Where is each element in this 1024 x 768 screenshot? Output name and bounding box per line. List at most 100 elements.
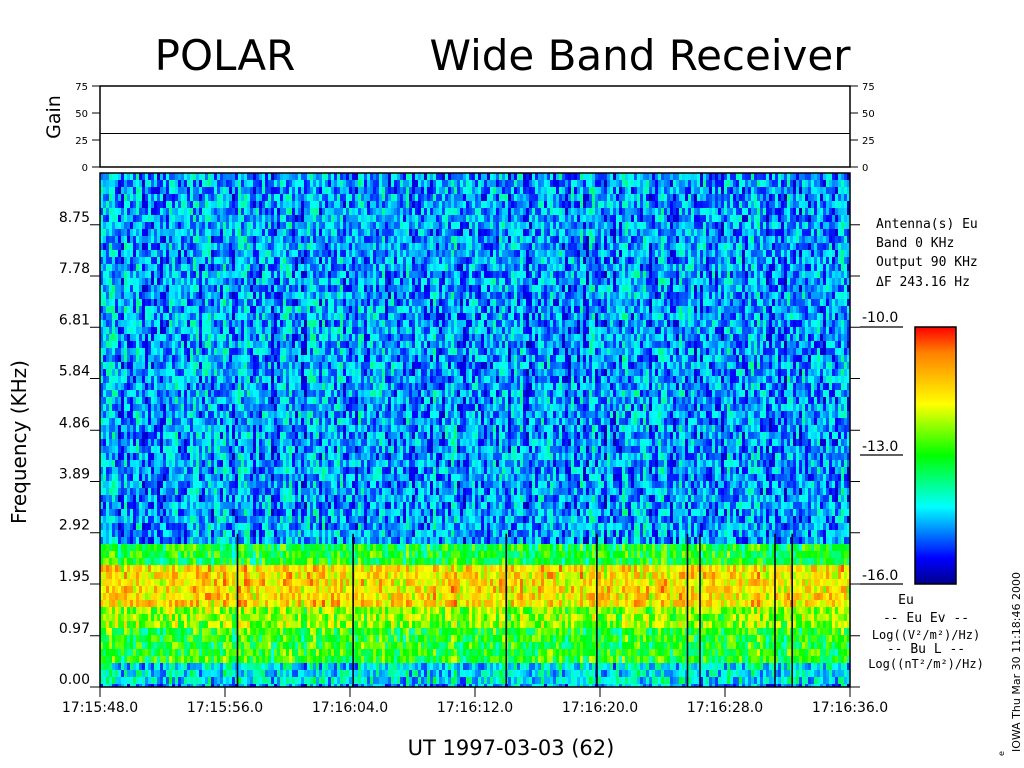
spectrogram-cell <box>292 551 296 559</box>
spectrogram-cell <box>106 264 110 272</box>
spectrogram-cell <box>274 208 278 216</box>
spectrogram-cell <box>187 572 191 580</box>
spectrogram-cell <box>139 236 143 244</box>
spectrogram-cell <box>115 551 119 559</box>
spectrogram-cell <box>124 446 128 454</box>
spectrogram-cell <box>235 481 239 489</box>
spectrogram-cell <box>151 397 155 405</box>
spectrogram-cell <box>256 411 260 419</box>
spectrogram-cell <box>133 250 137 258</box>
spectrogram-cell <box>160 194 164 202</box>
spectrogram-cell <box>277 173 281 181</box>
spectrogram-cell <box>145 579 149 587</box>
spectrogram-cell <box>169 509 173 517</box>
spectrogram-cell <box>142 558 146 566</box>
spectrogram-cell <box>214 530 218 538</box>
spectrogram-cell <box>268 320 272 328</box>
spectrogram-cell <box>253 187 257 195</box>
spectrogram-cell <box>199 425 203 433</box>
spectrogram-cell <box>277 334 281 342</box>
spectrogram-cell <box>151 432 155 440</box>
spectrogram-cell <box>244 593 248 601</box>
spectrogram-cell <box>184 264 188 272</box>
spectrogram-cell <box>265 327 269 335</box>
spectrogram-cell <box>220 439 224 447</box>
spectrogram-cell <box>109 621 113 629</box>
spectrogram-cell <box>133 299 137 307</box>
spectrogram-cell <box>253 348 257 356</box>
spectrogram-cell <box>241 327 245 335</box>
spectrogram-cell <box>103 320 107 328</box>
spectrogram-cell <box>139 642 143 650</box>
spectrogram-cell <box>190 684 194 687</box>
spectrogram-cell <box>250 586 254 594</box>
spectrogram-cell <box>271 201 275 209</box>
spectrogram-cell <box>232 299 236 307</box>
spectrogram-cell <box>295 334 299 342</box>
spectrogram-cell <box>235 453 239 461</box>
spectrogram-cell <box>295 236 299 244</box>
spectrogram-cell <box>160 390 164 398</box>
spectrogram-cell <box>139 327 143 335</box>
spectrogram-cell <box>124 467 128 475</box>
spectrogram-cell <box>148 390 152 398</box>
spectrogram-cell <box>175 327 179 335</box>
spectrogram-cell <box>271 180 275 188</box>
spectrogram-cell <box>232 558 236 566</box>
spectrogram-cell <box>169 348 173 356</box>
spectrogram-cell <box>127 306 131 314</box>
spectrogram-cell <box>265 271 269 279</box>
spectrogram-cell <box>271 222 275 230</box>
spectrogram-cell <box>235 306 239 314</box>
spectrogram-cell <box>223 411 227 419</box>
spectrogram-cell <box>130 509 134 517</box>
spectrogram-cell <box>136 292 140 300</box>
spectrogram-cell <box>277 460 281 468</box>
spectrogram-cell <box>253 593 257 601</box>
spectrogram-cell <box>256 278 260 286</box>
spectrogram-cell <box>130 222 134 230</box>
spectrogram-cell <box>256 257 260 265</box>
spectrogram-cell <box>199 229 203 237</box>
spectrogram-cell <box>280 187 284 195</box>
spectrogram-cell <box>289 208 293 216</box>
spectrogram-cell <box>253 285 257 293</box>
spectrogram-cell <box>109 348 113 356</box>
spectrogram-cell <box>280 208 284 216</box>
spectrogram-cell <box>160 334 164 342</box>
spectrogram-cell <box>175 649 179 657</box>
spectrogram-cell <box>154 502 158 510</box>
spectrogram-cell <box>178 467 182 475</box>
spectrogram-cell <box>193 537 197 545</box>
spectrogram-cell <box>226 404 230 412</box>
spectrogram-cell <box>238 236 242 244</box>
spectrogram-cell <box>136 383 140 391</box>
spectrogram-cell <box>265 236 269 244</box>
spectrogram-cell <box>166 341 170 349</box>
spectrogram-cell <box>205 558 209 566</box>
spectrogram-cell <box>292 348 296 356</box>
spectrogram-cell <box>106 243 110 251</box>
spectrogram-cell <box>292 397 296 405</box>
spectrogram-cell <box>277 600 281 608</box>
spectrogram-cell <box>115 341 119 349</box>
spectrogram-cell <box>133 383 137 391</box>
spectrogram-cell <box>124 579 128 587</box>
spectrogram-cell <box>148 278 152 286</box>
spectrogram-cell <box>157 425 161 433</box>
spectrogram-cell <box>175 404 179 412</box>
spectrogram-cell <box>193 530 197 538</box>
spectrogram-cell <box>124 670 128 678</box>
spectrogram-cell <box>241 551 245 559</box>
spectrogram-cell <box>103 537 107 545</box>
spectrogram-cell <box>142 446 146 454</box>
spectrogram-cell <box>154 684 158 687</box>
spectrogram-cell <box>292 404 296 412</box>
spectrogram-cell <box>259 453 263 461</box>
spectrogram-cell <box>196 404 200 412</box>
spectrogram-cell <box>163 530 167 538</box>
spectrogram-cell <box>106 649 110 657</box>
spectrogram-cell <box>142 215 146 223</box>
spectrogram-cell <box>292 453 296 461</box>
spectrogram-cell <box>265 467 269 475</box>
